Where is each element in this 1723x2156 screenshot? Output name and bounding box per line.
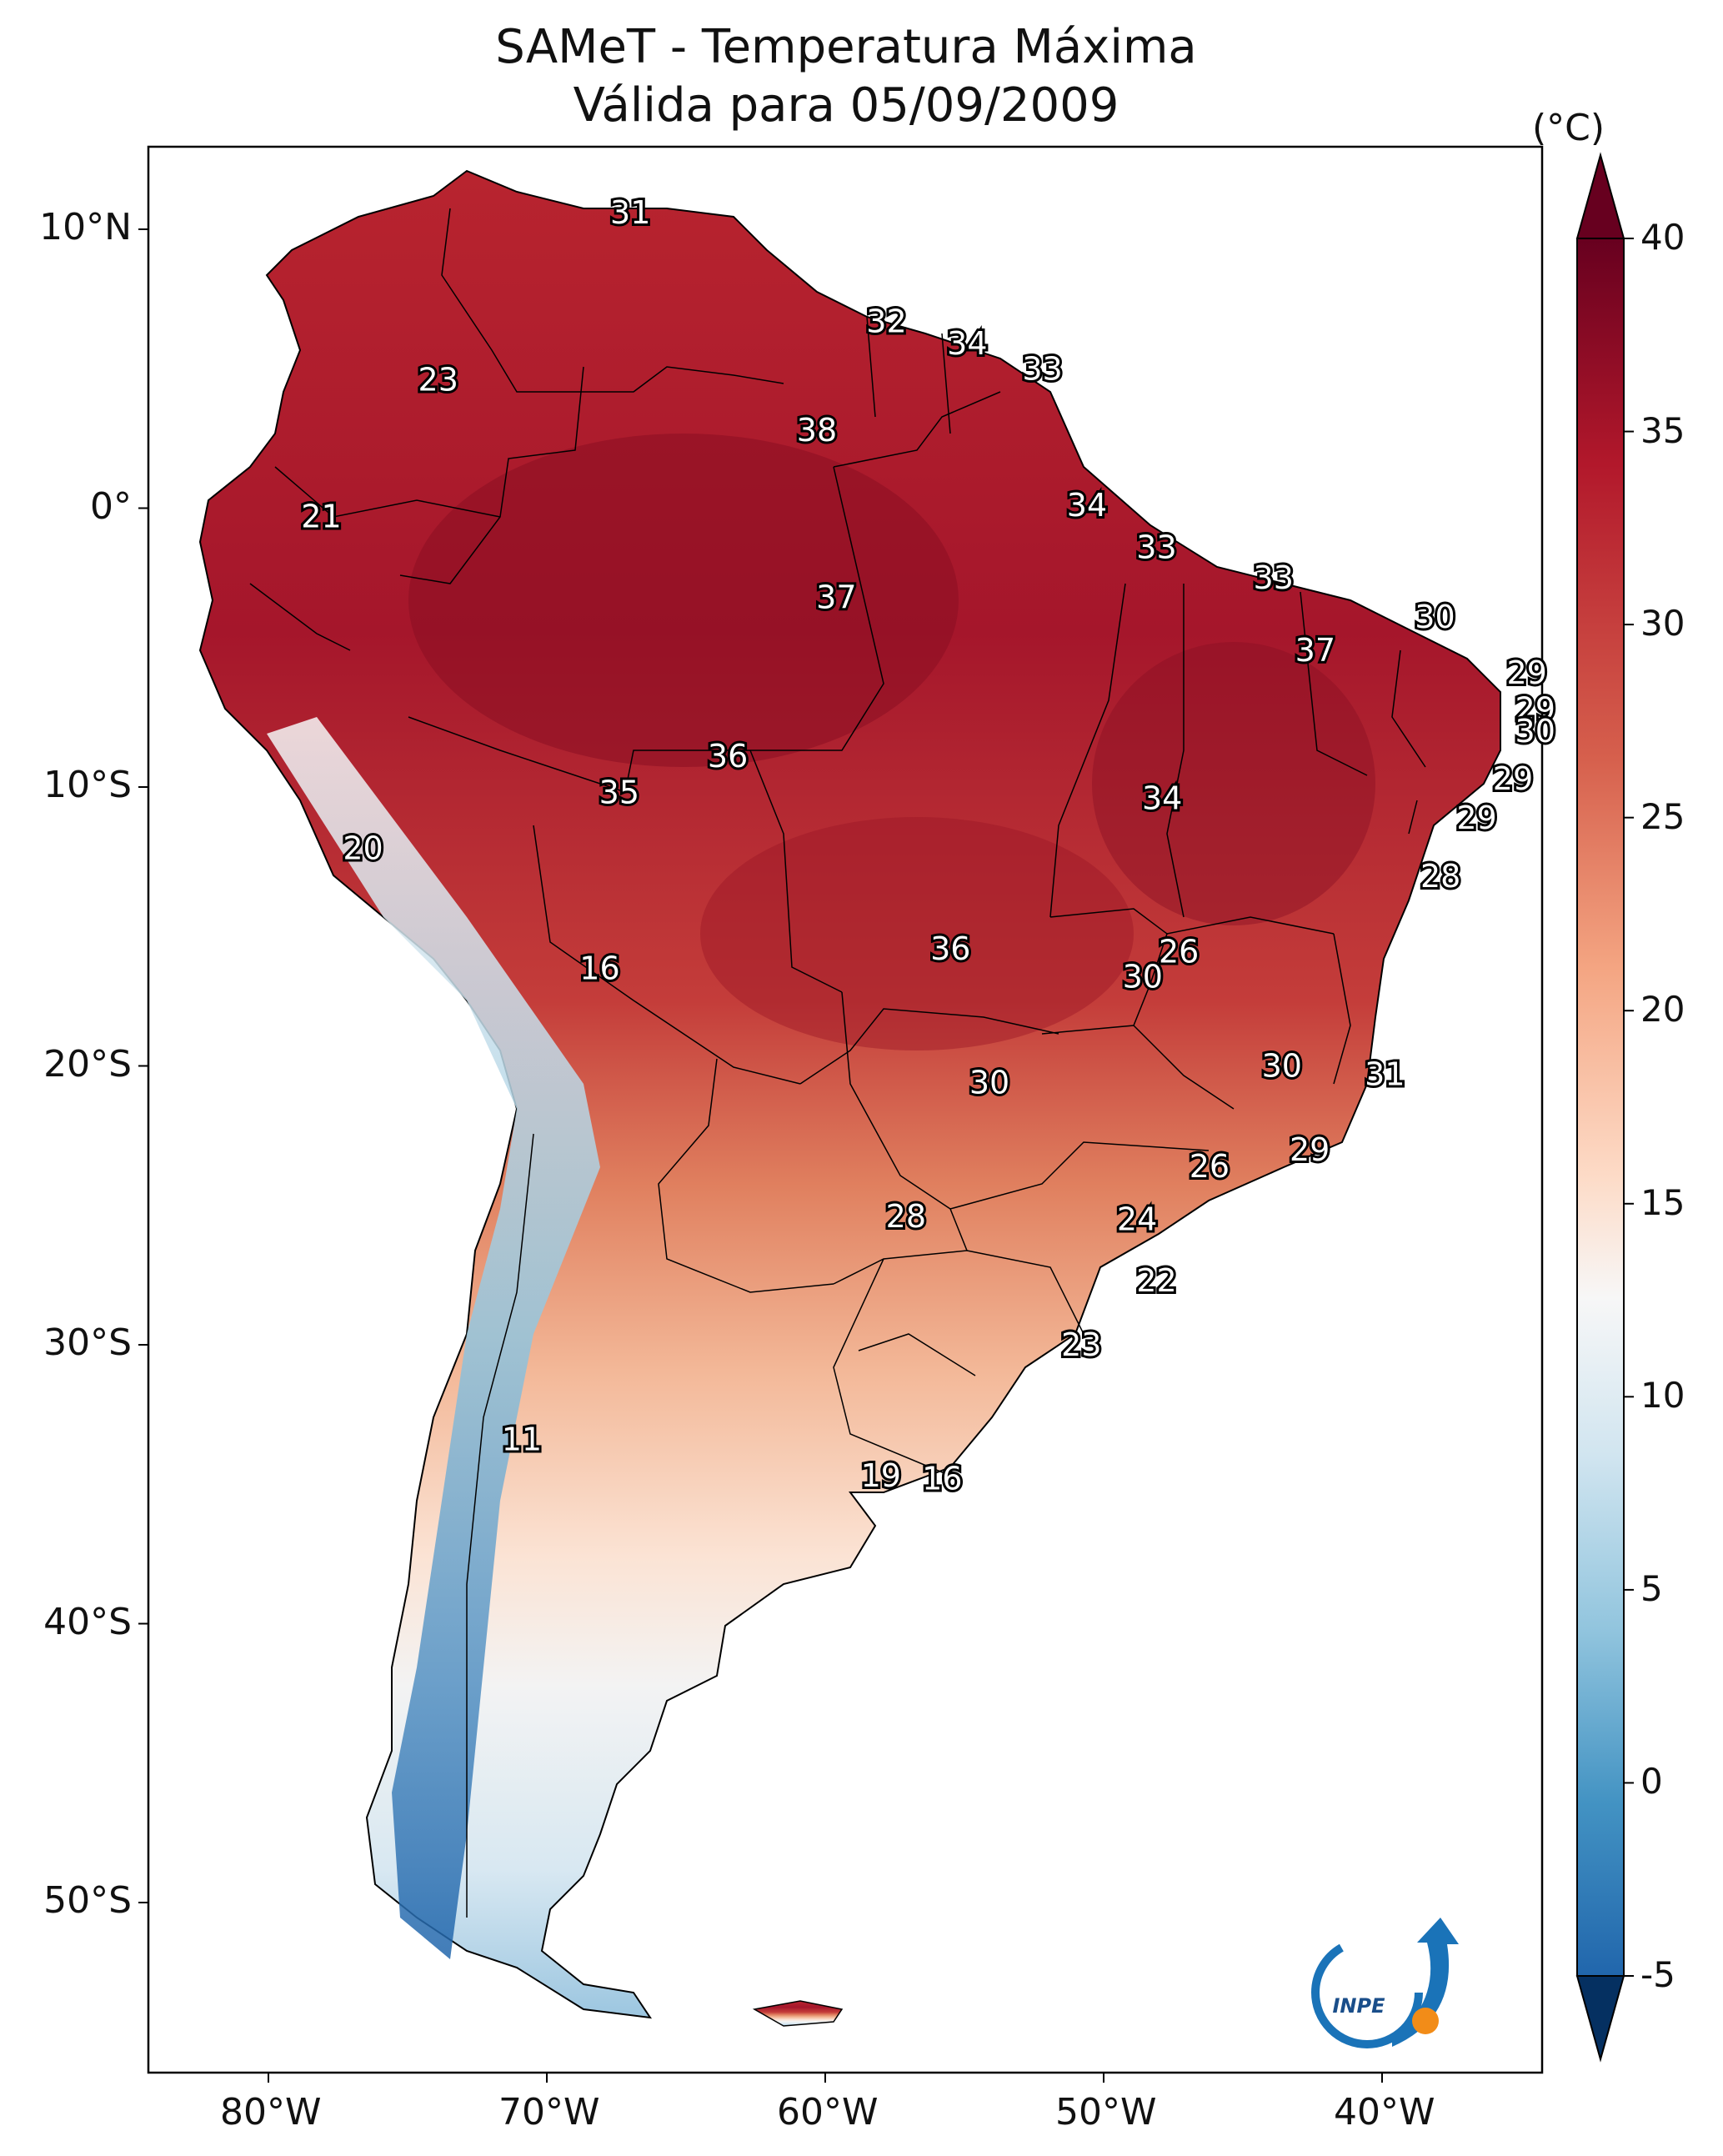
temperature-value-label: 29 bbox=[1507, 654, 1547, 691]
temperature-value-label: 26 bbox=[1190, 1148, 1230, 1185]
temperature-value-label: 35 bbox=[599, 775, 639, 811]
colorbar bbox=[1575, 152, 1634, 2063]
temperature-value-label: 29 bbox=[1290, 1131, 1330, 1168]
longitude-tick-label: 40°W bbox=[1334, 2091, 1435, 2133]
temperature-value-label: 23 bbox=[418, 362, 458, 399]
temperature-value-label: 36 bbox=[930, 930, 970, 967]
latitude-tick-label: 50°S bbox=[43, 1879, 132, 1922]
colorbar-tick-label: 20 bbox=[1640, 989, 1685, 1030]
map-frame-border bbox=[147, 145, 1544, 2074]
temperature-value-label: 22 bbox=[1136, 1262, 1176, 1299]
colorbar-tick-label: -5 bbox=[1640, 1954, 1675, 1995]
latitude-tick-label: 10°S bbox=[43, 764, 132, 806]
temperature-value-label: 33 bbox=[1022, 350, 1062, 387]
colorbar-tick-label: 0 bbox=[1640, 1761, 1663, 1803]
title-line-2: Válida para 05/09/2009 bbox=[573, 78, 1119, 133]
colorbar-tick-label: 35 bbox=[1640, 409, 1685, 451]
temperature-value-label: 29 bbox=[1493, 760, 1533, 797]
map-content bbox=[198, 169, 1501, 2027]
colorbar-tick-label: 10 bbox=[1640, 1375, 1685, 1416]
temperature-value-label: 24 bbox=[1117, 1201, 1157, 1237]
colorbar-tick-label: 30 bbox=[1640, 603, 1685, 644]
colorbar-gradient bbox=[1576, 238, 1625, 1977]
andes-cold-band bbox=[267, 717, 600, 1959]
inpe-logo-arrow bbox=[1392, 1918, 1459, 2047]
northeast-hot-zone bbox=[1092, 642, 1375, 925]
temperature-value-label: 21 bbox=[301, 499, 341, 535]
latitude-ticks bbox=[138, 228, 148, 1903]
latitude-tick-label: 40°S bbox=[43, 1600, 132, 1643]
temperature-value-label: 36 bbox=[708, 738, 748, 775]
colorbar-tick-label: 25 bbox=[1640, 795, 1685, 837]
temperature-value-label: 30 bbox=[969, 1065, 1009, 1101]
longitude-tick-label: 70°W bbox=[498, 2091, 600, 2133]
temperature-value-label: 26 bbox=[1159, 933, 1199, 970]
temperature-value-label: 31 bbox=[1365, 1056, 1405, 1093]
title-line-1: SAMeT - Temperatura Máxima bbox=[495, 20, 1197, 74]
temperature-value-label: 34 bbox=[947, 325, 987, 362]
longitude-tick-label: 50°W bbox=[1055, 2091, 1157, 2133]
amazon-hot-zone bbox=[408, 434, 959, 767]
inpe-logo-ring bbox=[1311, 1937, 1423, 2048]
temperature-value-label: 37 bbox=[1295, 632, 1335, 669]
temperature-value-label: 37 bbox=[816, 579, 856, 616]
temperature-value-label: 16 bbox=[922, 1461, 962, 1497]
temperature-value-label: 20 bbox=[343, 830, 383, 867]
map-title: SAMeT - Temperatura Máxima Válida para 0… bbox=[150, 18, 1542, 135]
temperature-value-label: 32 bbox=[866, 303, 906, 339]
temperature-value-label: 23 bbox=[1061, 1326, 1101, 1363]
temperature-value-label: 19 bbox=[861, 1457, 901, 1494]
latitude-tick-label: 20°S bbox=[43, 1042, 132, 1086]
colorbar-min-extension bbox=[1575, 1975, 1625, 2063]
colorbar-tick-label: 15 bbox=[1640, 1181, 1685, 1223]
latitude-tick-label: 0° bbox=[90, 484, 132, 528]
temperature-value-label: 29 bbox=[1515, 690, 1555, 727]
south-america-land bbox=[198, 169, 1501, 2019]
temperature-value-label: 33 bbox=[1136, 529, 1176, 565]
colorbar-tick-label: 5 bbox=[1640, 1567, 1663, 1609]
temperature-value-label: 30 bbox=[1123, 958, 1163, 995]
temperature-value-label: 31 bbox=[610, 194, 650, 231]
temperature-value-label: 30 bbox=[1415, 599, 1455, 635]
temperature-value-label: 30 bbox=[1515, 713, 1555, 750]
temperature-value-label: 29 bbox=[1456, 800, 1496, 836]
country-borders bbox=[249, 208, 1426, 1918]
inpe-logo: INPE bbox=[1311, 1918, 1459, 2048]
latitude-tick-label: 10°N bbox=[39, 206, 132, 248]
temperature-value-label: 34 bbox=[1142, 780, 1182, 816]
temperature-value-label: 11 bbox=[502, 1421, 542, 1458]
latitude-tick-label: 30°S bbox=[43, 1321, 132, 1364]
colorbar-tick-label: 40 bbox=[1640, 217, 1685, 258]
temperature-value-label: 33 bbox=[1254, 559, 1294, 596]
temperature-value-label: 38 bbox=[797, 412, 837, 449]
longitude-ticks bbox=[268, 2073, 1383, 2083]
temperature-value-label: 28 bbox=[886, 1198, 926, 1235]
colorbar-max-extension bbox=[1575, 152, 1625, 239]
temperature-value-label: 34 bbox=[1067, 487, 1107, 524]
inpe-logo-text: INPE bbox=[1333, 1994, 1386, 2018]
colorbar-unit: (°C) bbox=[1532, 107, 1605, 149]
longitude-tick-label: 80°W bbox=[220, 2091, 322, 2133]
central-hot-zone bbox=[700, 817, 1134, 1050]
temperature-value-label: 28 bbox=[1420, 858, 1460, 895]
inpe-logo-dot bbox=[1412, 2008, 1439, 2034]
temperature-value-label: 16 bbox=[579, 950, 619, 986]
temperature-value-label: 30 bbox=[1262, 1048, 1302, 1085]
falkland-islands bbox=[752, 2000, 844, 2027]
longitude-tick-label: 60°W bbox=[777, 2091, 879, 2133]
